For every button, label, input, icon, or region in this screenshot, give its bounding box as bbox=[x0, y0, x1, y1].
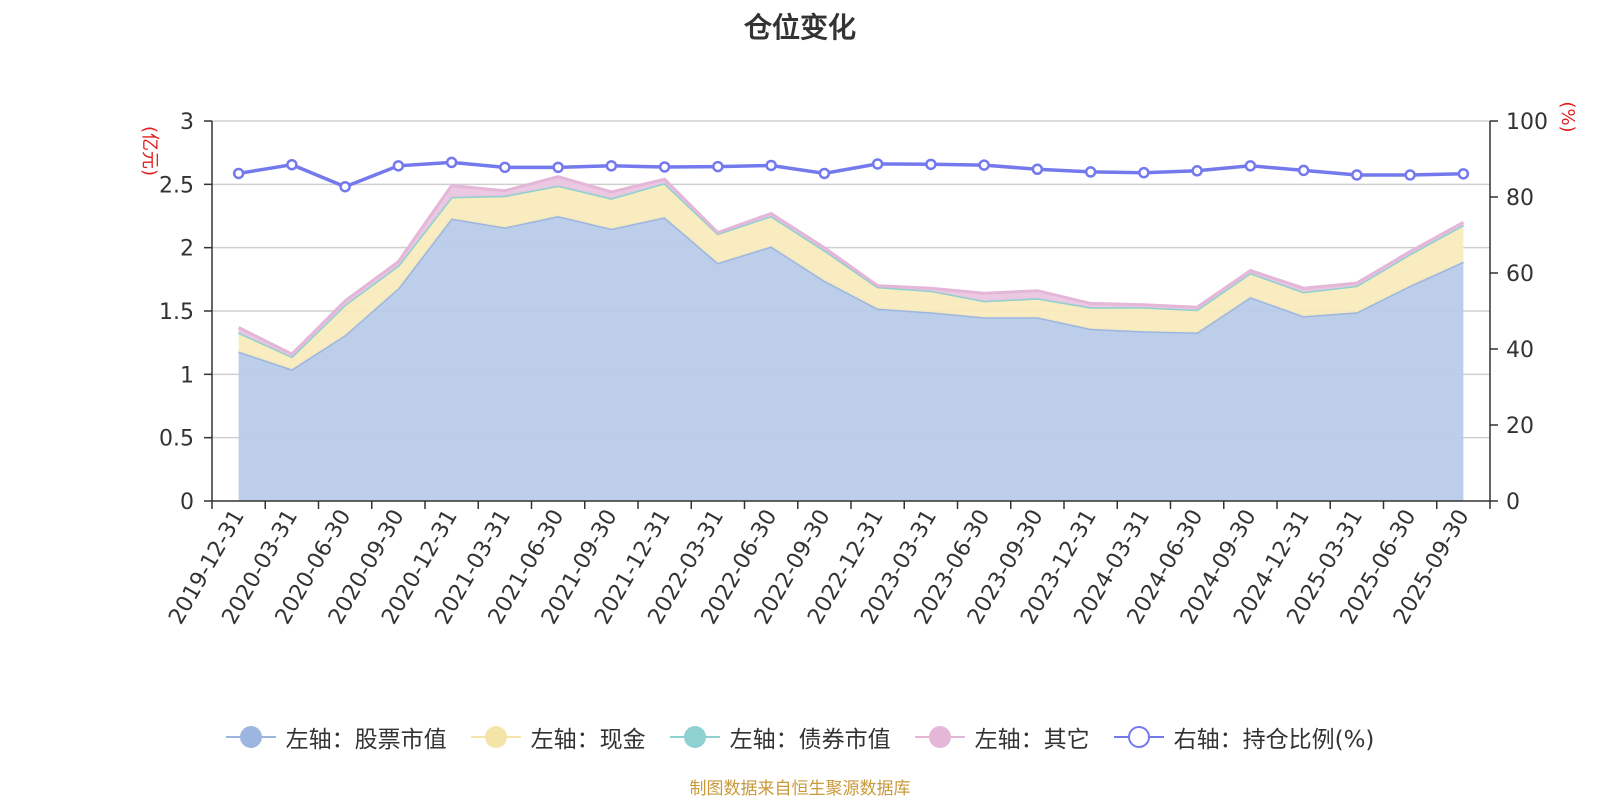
position-ratio-point bbox=[1297, 164, 1310, 177]
y-left-tick-label: 0 bbox=[180, 490, 194, 515]
legend-swatch-dot bbox=[683, 726, 706, 748]
plot-area: 00.511.522.53020406080100(亿元)(%)2019-12-… bbox=[139, 101, 1578, 628]
legend-swatch bbox=[914, 725, 965, 749]
area-series-0 bbox=[238, 216, 1464, 501]
position-ratio-point bbox=[925, 158, 937, 171]
legend-swatch bbox=[1113, 725, 1164, 749]
position-ratio-point bbox=[658, 161, 671, 173]
y-left-tick-label: 0.5 bbox=[159, 427, 194, 452]
legend: 左轴：股票市值 左轴：现金 左轴：债券市值 左轴：其它 右轴：持仓比例(%) bbox=[0, 720, 1600, 754]
position-ratio-point bbox=[286, 158, 298, 171]
position-ratio-point bbox=[339, 180, 351, 193]
position-ratio-point bbox=[1244, 160, 1257, 172]
legend-label: 左轴：债券市值 bbox=[729, 727, 891, 753]
y-left-axis-unit: (亿元) bbox=[139, 126, 160, 176]
position-ratio-point bbox=[445, 156, 458, 169]
position-ratio-point bbox=[392, 160, 405, 172]
legend-swatch-dot bbox=[928, 726, 951, 748]
legend-swatch bbox=[669, 725, 720, 749]
position-ratio-point bbox=[499, 161, 511, 174]
position-ratio-point bbox=[1084, 166, 1097, 178]
legend-item-0[interactable]: 左轴：股票市值 bbox=[225, 720, 447, 754]
y-right-axis-unit: (%) bbox=[1557, 101, 1578, 132]
position-ratio-point bbox=[818, 167, 831, 180]
position-ratio-point bbox=[1404, 169, 1416, 181]
legend-label: 右轴：持仓比例(%) bbox=[1173, 727, 1375, 753]
position-ratio-line bbox=[238, 160, 1464, 189]
chart-title: 仓位变化 bbox=[743, 11, 856, 44]
legend-item-1[interactable]: 左轴：现金 bbox=[470, 720, 646, 754]
position-ratio-point bbox=[1457, 168, 1470, 180]
y-left-tick-label: 1 bbox=[180, 363, 194, 388]
legend-swatch-dot bbox=[1127, 726, 1150, 748]
position-ratio-point bbox=[765, 159, 777, 172]
legend-swatch-dot bbox=[239, 726, 262, 748]
position-ratio-point bbox=[978, 159, 990, 171]
position-ratio-point bbox=[1351, 169, 1363, 181]
data-source-footer: 制图数据来自恒生聚源数据库 bbox=[689, 779, 911, 799]
y-right-tick-label: 40 bbox=[1506, 338, 1534, 363]
position-ratio-point bbox=[1191, 165, 1203, 177]
legend-label: 左轴：其它 bbox=[974, 727, 1090, 753]
position-ratio-point bbox=[605, 160, 618, 172]
position-ratio-point bbox=[552, 161, 564, 174]
position-ratio-point bbox=[871, 158, 884, 170]
y-left-tick-label: 2 bbox=[180, 237, 194, 262]
position-ratio-point bbox=[712, 160, 724, 173]
legend-item-4[interactable]: 右轴：持仓比例(%) bbox=[1113, 720, 1375, 754]
position-ratio-point bbox=[232, 167, 245, 180]
y-left-tick-label: 3 bbox=[180, 110, 194, 135]
y-right-tick-label: 0 bbox=[1506, 490, 1520, 515]
legend-label: 左轴：股票市值 bbox=[285, 727, 447, 753]
y-right-tick-label: 60 bbox=[1506, 262, 1534, 287]
y-left-tick-label: 1.5 bbox=[159, 300, 194, 325]
y-right-tick-label: 80 bbox=[1506, 186, 1534, 211]
legend-item-2[interactable]: 左轴：债券市值 bbox=[669, 720, 891, 754]
y-right-tick-label: 100 bbox=[1506, 110, 1548, 135]
legend-swatch bbox=[470, 725, 521, 749]
legend-swatch bbox=[225, 725, 276, 749]
legend-item-3[interactable]: 左轴：其它 bbox=[914, 720, 1090, 754]
position-ratio-point bbox=[1031, 163, 1044, 176]
y-left-tick-label: 2.5 bbox=[159, 173, 194, 198]
legend-swatch-dot bbox=[484, 726, 507, 748]
y-right-tick-label: 20 bbox=[1506, 414, 1534, 439]
legend-label: 左轴：现金 bbox=[530, 727, 646, 753]
position-ratio-point bbox=[1138, 166, 1150, 179]
area-series-1 bbox=[238, 183, 1464, 370]
area-line-series-3 bbox=[237, 175, 1465, 356]
